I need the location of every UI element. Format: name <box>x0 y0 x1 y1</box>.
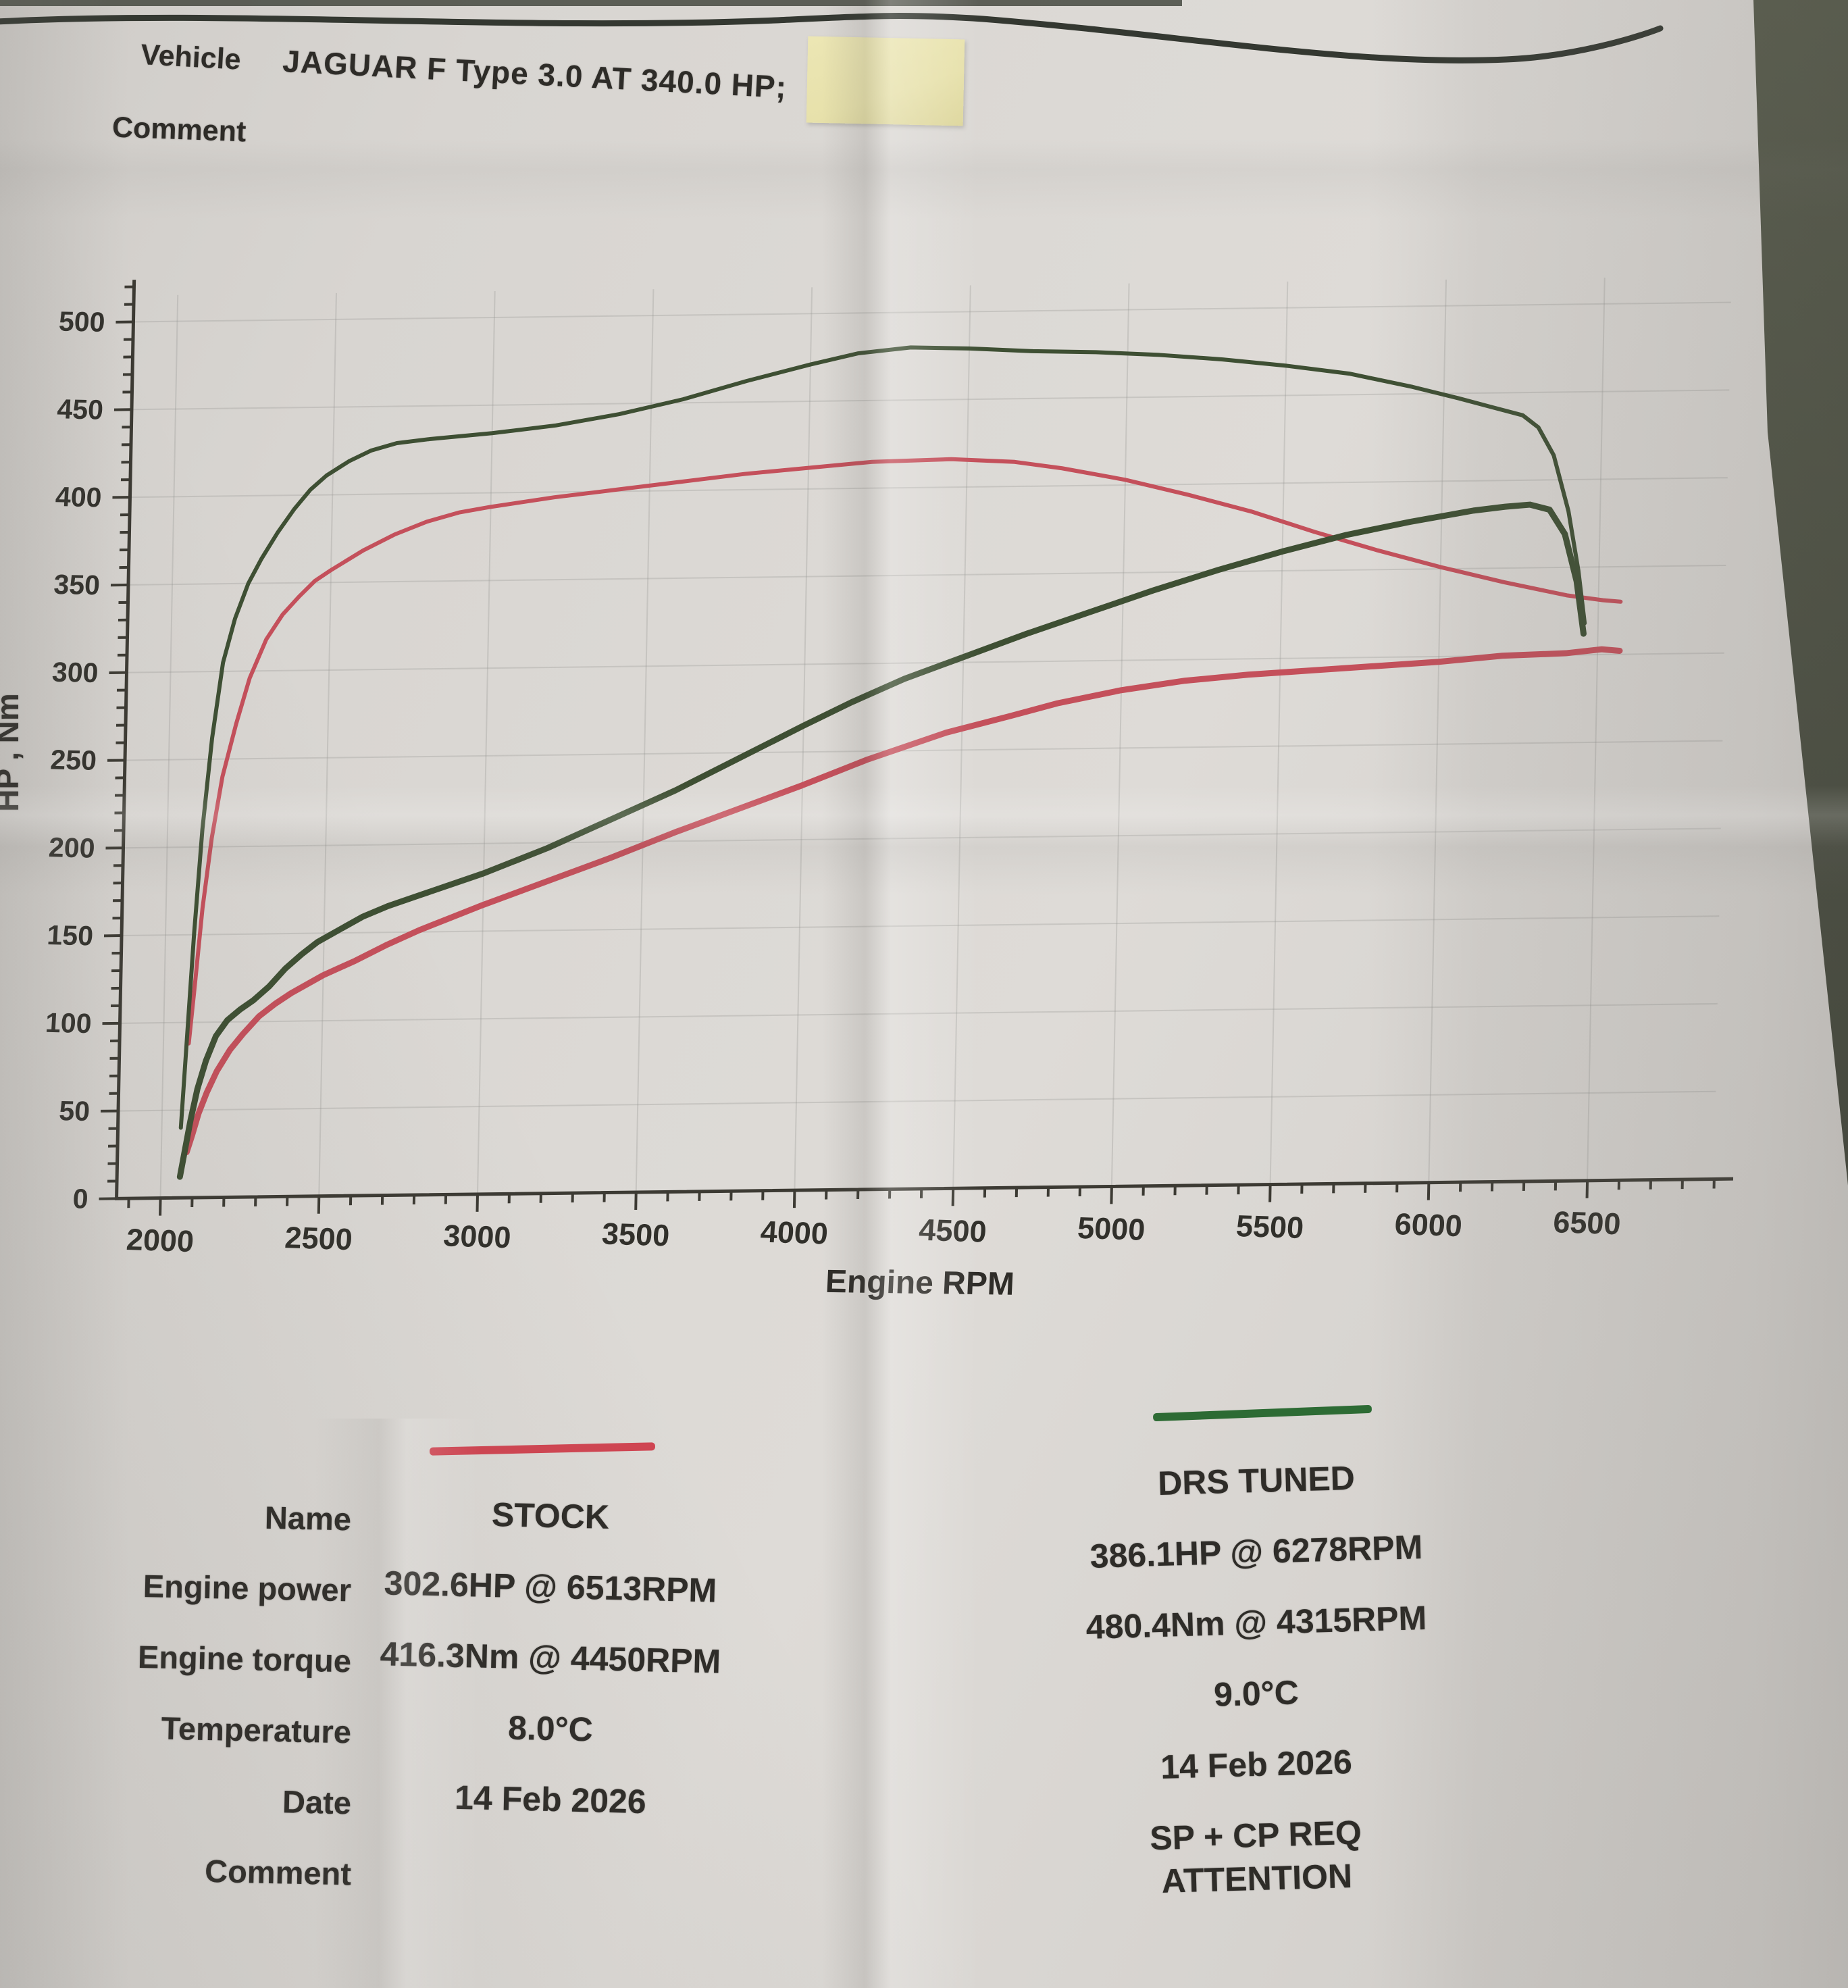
dyno-chart: 0 50 100 150 200 250 300 350 400 450 500 2000 2500 30… <box>45 277 1734 1302</box>
y-axis-title: HP , Nm <box>0 693 25 812</box>
table-row: Comment SP + CP REQ ATTENTION <box>0 1814 1848 1903</box>
results-row-label: Temperature <box>161 1710 352 1750</box>
results-row-label: Engine power <box>143 1567 352 1608</box>
grid-line-v <box>1110 283 1130 1187</box>
x-tick-label: 5500 <box>1235 1208 1305 1245</box>
y-tick-label: 400 <box>55 481 103 513</box>
x-tick-label: 3500 <box>601 1216 671 1252</box>
vehicle-label: Vehicle <box>140 38 242 76</box>
y-tick-label: 200 <box>48 832 96 864</box>
grid-line-v <box>635 289 654 1193</box>
results-row-label: Engine torque <box>137 1638 352 1679</box>
grid-line-h <box>133 301 1731 323</box>
table-row: Engine torque 416.3Nm @ 4450RPM 480.4Nm @ … <box>0 1599 1848 1690</box>
x-axis-title: Engine RPM <box>825 1264 1015 1302</box>
grid-line-v <box>1269 281 1289 1185</box>
table-row: Temperature 8.0°C 9.0°C <box>0 1673 1848 1761</box>
background-table-edge <box>0 0 1848 1186</box>
vehicle-value: JAGUAR F Type 3.0 AT 340.0 HP; <box>282 43 788 105</box>
results-stock-value: 416.3Nm @ 4450RPM <box>380 1635 721 1681</box>
results-stock-value <box>358 1845 743 1854</box>
grid-line-h <box>130 477 1728 499</box>
x-tick-label: 4000 <box>759 1215 829 1251</box>
results-row-label: Date <box>282 1783 352 1821</box>
grid-line-v <box>318 292 337 1196</box>
y-tick-label: 500 <box>58 305 106 338</box>
y-tick-label: 100 <box>45 1007 93 1040</box>
table-row: Name STOCK DRS TUNED <box>0 1459 1848 1548</box>
y-tick-label: 300 <box>51 657 99 689</box>
results-tuned-value: SP + CP REQ ATTENTION <box>1149 1813 1362 1900</box>
grid-line-v <box>1428 279 1447 1183</box>
grid-line-v <box>952 285 971 1189</box>
grid-line-h <box>120 1002 1718 1024</box>
y-tick-label: 150 <box>46 919 94 952</box>
y-tick-label: 250 <box>49 744 97 776</box>
axis-lines <box>114 280 1734 1200</box>
y-tick-label: 0 <box>72 1183 88 1214</box>
grid-line-h <box>124 740 1723 761</box>
results-row-label: Name <box>264 1499 352 1537</box>
grid-line-h <box>131 389 1730 411</box>
grid-line-h <box>121 915 1720 937</box>
comment-header-label: Comment <box>111 111 247 149</box>
x-tick-label: 6000 <box>1393 1206 1463 1243</box>
curve-stock-engine-power <box>183 646 1623 1156</box>
results-stock-value: 14 Feb 2026 <box>454 1778 647 1821</box>
results-tuned-value: DRS TUNED <box>1157 1458 1356 1503</box>
grid-line-h <box>128 564 1726 586</box>
curve-drs-tuned-engine-torque <box>178 345 1587 1130</box>
results-row-label: Comment <box>204 1852 352 1892</box>
curve-stock-engine-torque <box>186 457 1623 1046</box>
results-stock-value: STOCK <box>491 1496 610 1536</box>
y-tick-label: 450 <box>56 393 104 426</box>
grid-line-v <box>1587 277 1606 1181</box>
legend-line-tuned <box>1152 1404 1372 1422</box>
grid-line-h <box>123 827 1721 849</box>
grid-line-v <box>794 287 813 1191</box>
results-stock-value: 8.0°C <box>507 1708 594 1749</box>
x-tick-label: 3000 <box>442 1218 512 1254</box>
y-tick-label: 50 <box>58 1095 91 1127</box>
x-tick-label: 2000 <box>125 1222 195 1258</box>
table-row: Date 14 Feb 2026 14 Feb 2026 <box>0 1743 1848 1832</box>
x-tick-label: 4500 <box>918 1213 987 1249</box>
results-stock-value: 302.6HP @ 6513RPM <box>384 1564 717 1610</box>
grid-line-v <box>476 291 496 1194</box>
vehicle-header: Vehicle JAGUAR F Type 3.0 AT 340.0 HP; <box>140 35 788 105</box>
curve-drs-tuned-engine-power <box>176 501 1587 1180</box>
x-tick-label: 6500 <box>1552 1204 1622 1241</box>
grid-line-v <box>159 295 179 1198</box>
grid-line-h <box>126 652 1724 673</box>
table-row: Engine power 302.6HP @ 6513RPM 386.1HP @ 6… <box>0 1528 1848 1619</box>
x-tick-label: 2500 <box>284 1220 353 1256</box>
sticky-note <box>806 36 965 126</box>
y-tick-label: 350 <box>53 569 101 601</box>
grid-line-h <box>118 1090 1716 1112</box>
x-tick-label: 5000 <box>1077 1210 1146 1247</box>
legend-line-stock <box>429 1442 656 1456</box>
